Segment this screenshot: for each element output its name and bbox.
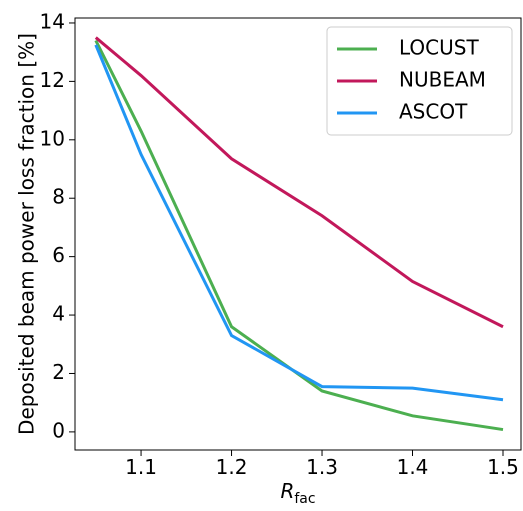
y-tick-label: 2	[52, 360, 65, 384]
line-series	[94, 36, 504, 329]
x-label-main: R	[280, 479, 294, 503]
legend-label: LOCUST	[399, 36, 479, 60]
x-tick-label: 1.4	[397, 455, 429, 479]
x-tick-label: 1.2	[216, 455, 248, 479]
x-axis-label: Rfac	[280, 479, 315, 507]
plot-frame	[74, 17, 522, 451]
y-tick-label: 6	[52, 243, 65, 267]
legend-label: NUBEAM	[399, 68, 486, 92]
y-tick-label: 10	[40, 126, 65, 150]
y-axis-label: Deposited beam power loss fraction [%]	[15, 33, 39, 435]
x-tick-label: 1.5	[487, 455, 519, 479]
x-tick-label: 1.3	[306, 455, 338, 479]
y-tick-label: 0	[52, 418, 65, 442]
legend-box	[326, 26, 513, 136]
y-tick-label: 8	[52, 185, 65, 209]
line-series	[94, 39, 504, 432]
x-tick-label: 1.1	[125, 455, 157, 479]
y-tick-label: 12	[40, 68, 65, 92]
y-tick-label: 14	[40, 9, 65, 33]
y-tick-label: 4	[52, 302, 65, 326]
legend-label: ASCOT	[399, 100, 468, 124]
x-label-sub: fac	[294, 491, 315, 507]
line-series	[94, 44, 504, 402]
